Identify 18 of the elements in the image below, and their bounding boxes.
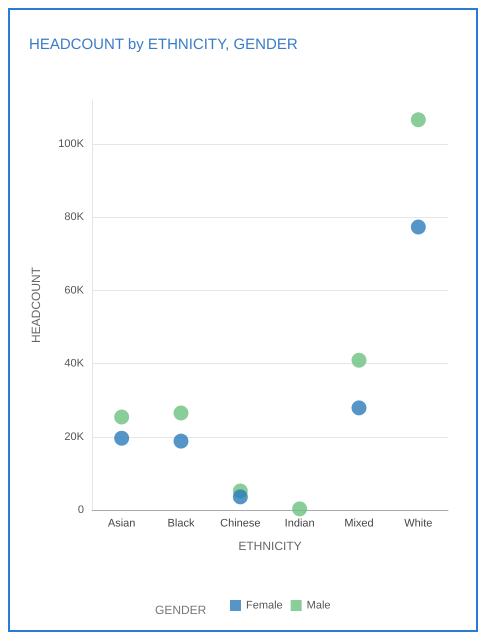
y-tick-label: 40K [64, 358, 85, 370]
x-axis-title: ETHNICITY [238, 539, 302, 553]
legend-label: Male [306, 600, 331, 612]
y-axis-title: HEADCOUNT [29, 266, 43, 344]
x-tick-label: Indian [284, 518, 315, 530]
legend-label: Female [246, 600, 283, 612]
y-tick-label: 0 [78, 504, 84, 516]
x-tick-label: Asian [108, 518, 136, 530]
y-tick-label: 60K [64, 284, 85, 296]
y-tick-label: 20K [64, 430, 85, 443]
y-tick-label: 80K [64, 211, 85, 224]
chart-title: HEADCOUNT by ETHNICITY, GENDER [29, 36, 298, 53]
x-tick-label: Mixed [344, 518, 374, 530]
x-tick-label: White [404, 518, 432, 530]
x-tick-label: Chinese [220, 518, 261, 530]
y-tick-label: 100K [58, 138, 85, 150]
legend-title: GENDER [155, 603, 207, 617]
x-tick-label: Black [168, 518, 195, 530]
